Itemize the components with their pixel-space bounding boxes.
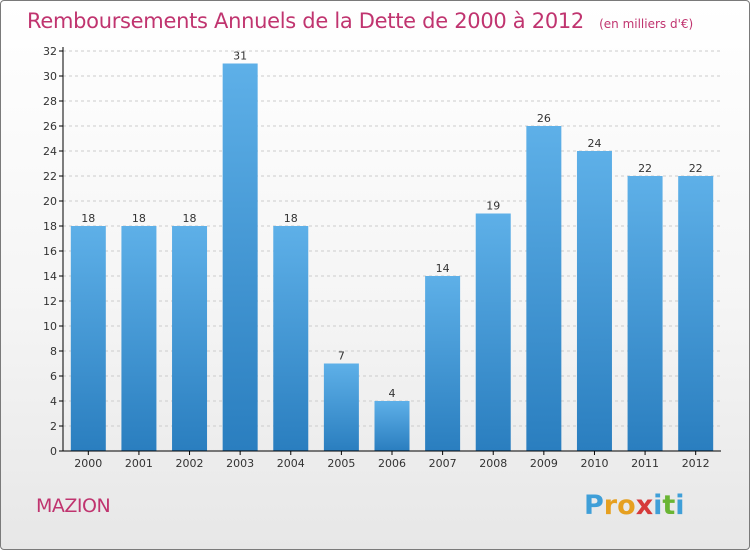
axes (59, 47, 721, 455)
x-tick-label: 2004 (277, 457, 305, 470)
x-tick-label: 2000 (74, 457, 102, 470)
y-tick-label: 6 (50, 370, 57, 383)
proxiti-logo: Proxiti (584, 490, 685, 521)
data-label: 4 (389, 387, 396, 400)
logo-letter: i (675, 490, 685, 521)
x-tick-label: 2002 (176, 457, 204, 470)
y-tick-label: 10 (43, 320, 57, 333)
data-label: 19 (486, 200, 500, 213)
x-tick-label: 2005 (327, 457, 355, 470)
x-tick-label: 2007 (429, 457, 457, 470)
y-tick-label: 30 (43, 70, 57, 83)
bar (425, 276, 461, 451)
bar (222, 63, 258, 451)
x-tick-label: 2011 (631, 457, 659, 470)
y-tick-label: 2 (50, 420, 57, 433)
labels: 0246810121416182022242628303218200018200… (43, 45, 710, 470)
y-tick-label: 12 (43, 295, 57, 308)
y-tick-label: 18 (43, 220, 57, 233)
x-tick-label: 2001 (125, 457, 153, 470)
bar (273, 226, 309, 451)
bar (576, 151, 612, 451)
logo-letter: t (662, 490, 676, 521)
x-tick-label: 2006 (378, 457, 406, 470)
y-tick-label: 28 (43, 95, 57, 108)
y-tick-label: 16 (43, 245, 57, 258)
chart-unit: (en milliers d'€) (599, 17, 694, 31)
logo-letter: x (635, 490, 654, 521)
x-tick-label: 2003 (226, 457, 254, 470)
bar (121, 226, 157, 451)
x-tick-label: 2008 (479, 457, 507, 470)
data-label: 26 (537, 112, 551, 125)
x-tick-label: 2012 (682, 457, 710, 470)
logo-letter: i (653, 490, 663, 521)
data-label: 7 (338, 350, 345, 363)
y-tick-label: 20 (43, 195, 57, 208)
bar (70, 226, 106, 451)
bar (627, 176, 663, 451)
bar (475, 213, 511, 451)
data-label: 31 (233, 50, 247, 63)
y-tick-label: 0 (50, 445, 57, 458)
y-tick-label: 24 (43, 145, 57, 158)
title-row: Remboursements Annuels de la Dette de 20… (27, 9, 693, 33)
x-tick-label: 2009 (530, 457, 558, 470)
bar (678, 176, 714, 451)
y-tick-label: 26 (43, 120, 57, 133)
data-label: 18 (132, 212, 146, 225)
y-tick-label: 22 (43, 170, 57, 183)
y-tick-label: 8 (50, 345, 57, 358)
y-tick-label: 14 (43, 270, 57, 283)
data-label: 18 (183, 212, 197, 225)
grid-lines (63, 50, 721, 427)
data-label: 18 (284, 212, 298, 225)
logo-letter: r (603, 490, 618, 521)
logo-letter: P (584, 490, 604, 521)
bar (526, 126, 562, 451)
bars (70, 63, 714, 451)
bar (172, 226, 208, 451)
data-label: 24 (587, 137, 601, 150)
y-tick-label: 4 (50, 395, 57, 408)
data-label: 14 (436, 262, 450, 275)
chart-title: Remboursements Annuels de la Dette de 20… (27, 9, 584, 33)
data-label: 18 (81, 212, 95, 225)
x-tick-label: 2010 (580, 457, 608, 470)
commune-name: MAZION (36, 495, 111, 517)
data-label: 22 (689, 162, 703, 175)
bar (374, 401, 410, 451)
data-label: 22 (638, 162, 652, 175)
logo-letter: o (617, 490, 636, 521)
y-tick-label: 32 (43, 45, 57, 58)
bar (323, 363, 359, 451)
